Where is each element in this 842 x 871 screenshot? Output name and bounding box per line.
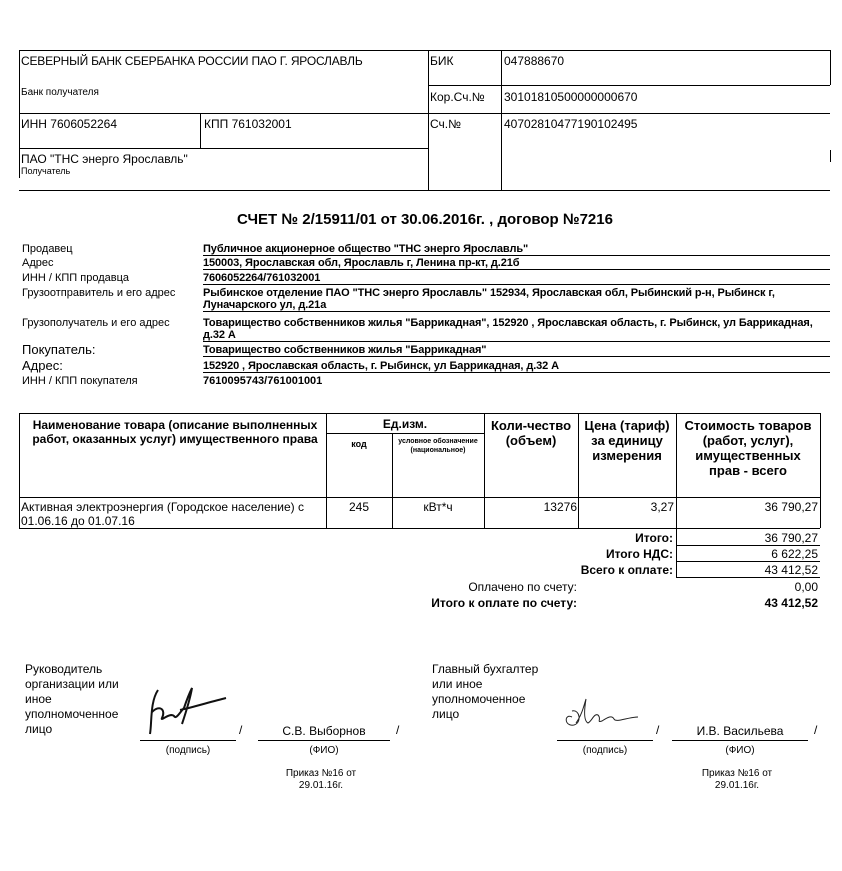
item-price: 3,27 — [650, 500, 674, 514]
accountant-order: Приказ №16 от 29.01.16г. — [701, 768, 773, 791]
item-total: 36 790,27 — [764, 500, 818, 514]
paid-value: 0,00 — [794, 580, 818, 594]
seller-inn-value: 7606052264/761032001 — [203, 272, 830, 285]
bank-name: СЕВЕРНЫЙ БАНК СБЕРБАНКА РОССИИ ПАО Г. ЯР… — [21, 54, 363, 68]
accountant-signature — [565, 698, 639, 726]
buyer-value: Товарищество собственников жилья "Баррик… — [203, 344, 830, 357]
recipient-caption: Получатель — [21, 166, 71, 176]
itogo-label: Итого: — [635, 531, 673, 545]
director-role: Руководитель организации или иное уполно… — [25, 662, 119, 736]
due-value: 43 412,52 — [764, 596, 818, 610]
bik-label: БИК — [430, 54, 454, 68]
inn: ИНН 7606052264 — [21, 117, 118, 131]
kor-value: 30101810500000000670 — [504, 90, 638, 104]
nds-value: 6 622,25 — [771, 547, 818, 561]
item-code: 245 — [348, 500, 370, 514]
header-price: Цена (тариф) за единицу измерения — [584, 418, 670, 463]
slash: / — [656, 723, 660, 737]
slash: / — [814, 723, 818, 737]
slash: / — [239, 723, 243, 737]
item-name: Активная электроэнергия (Городское насел… — [21, 500, 304, 528]
slash: / — [396, 723, 400, 737]
sign-caption: (подпись) — [165, 745, 211, 756]
header-name: Наименование товара (описание выполненны… — [32, 418, 318, 446]
fio-caption: (ФИО) — [725, 745, 755, 756]
shipper-label: Грузоотправитель и его адрес — [22, 287, 176, 299]
fio-caption: (ФИО) — [309, 745, 339, 756]
kor-label: Кор.Сч.№ — [430, 90, 485, 104]
vsego-value: 43 412,52 — [764, 563, 818, 577]
seller-label: Продавец — [22, 243, 73, 255]
shipper-value: Рыбинское отделение ПАО "ТНС энерго Ярос… — [203, 287, 830, 312]
itogo-value: 36 790,27 — [764, 531, 818, 545]
account-label: Сч.№ — [430, 117, 461, 131]
buyer-address-label: Адрес: — [22, 358, 63, 373]
bik-value: 047888670 — [504, 54, 565, 68]
director-order: Приказ №16 от 29.01.16г. — [285, 768, 357, 791]
director-signature — [149, 687, 227, 735]
recipient-name: ПАО "ТНС энерго Ярославль" — [21, 152, 188, 166]
accountant-role: Главный бухгалтер или иное уполномоченно… — [432, 662, 539, 721]
item-unit: кВт*ч — [423, 500, 453, 514]
sign-caption: (подпись) — [582, 745, 628, 756]
invoice-title: СЧЕТ № 2/15911/01 от 30.06.2016г. , дого… — [237, 211, 613, 228]
accountant-name: И.В. Васильева — [696, 724, 784, 738]
header-qty: Коли-чество (объем) — [490, 418, 572, 448]
buyer-label: Покупатель: — [22, 342, 96, 357]
kpp: КПП 761032001 — [204, 117, 292, 131]
header-unit: Ед.изм. — [382, 417, 428, 431]
bank-caption: Банк получателя — [21, 87, 99, 98]
consignee-value: Товарищество собственников жилья "Баррик… — [203, 317, 830, 342]
buyer-address-value: 152920 , Ярославская область, г. Рыбинск… — [203, 360, 830, 373]
vsego-label: Всего к оплате: — [580, 563, 673, 577]
seller-inn-label: ИНН / КПП продавца — [22, 272, 129, 284]
seller-value: Публичное акционерное общество "ТНС энер… — [203, 243, 830, 256]
seller-address-value: 150003, Ярославская обл, Ярославль г, Ле… — [203, 257, 830, 270]
buyer-inn-value: 7610095743/761001001 — [203, 375, 323, 387]
header-total: Стоимость товаров (работ, услуг), имущес… — [684, 418, 812, 478]
seller-address-label: Адрес — [22, 257, 54, 269]
paid-label: Оплачено по счету: — [468, 580, 577, 594]
due-label: Итого к оплате по счету: — [431, 596, 577, 610]
header-unit-symbol: условное обозначение (национальное) — [398, 438, 478, 454]
director-name: С.В. Выборнов — [282, 724, 366, 738]
header-unit-code: код — [351, 439, 367, 449]
item-qty: 13276 — [543, 500, 577, 514]
nds-label: Итого НДС: — [605, 547, 673, 561]
consignee-label: Грузополучатель и его адрес — [22, 317, 170, 329]
buyer-inn-label: ИНН / КПП покупателя — [22, 375, 138, 387]
account-value: 40702810477190102495 — [504, 117, 638, 131]
